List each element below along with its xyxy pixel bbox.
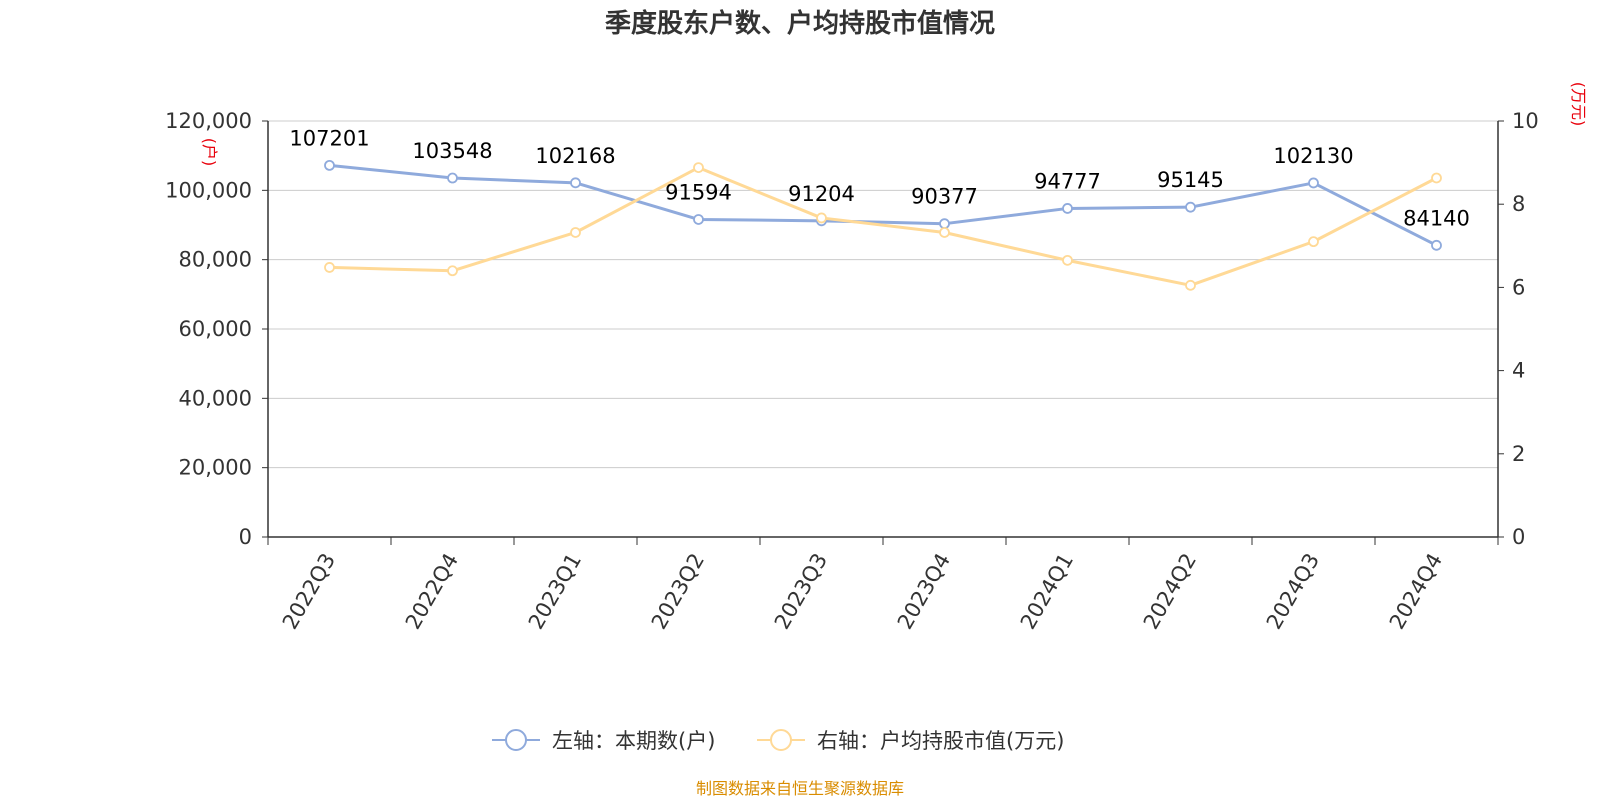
legend-marker-left — [505, 729, 527, 751]
data-label: 102130 — [1273, 144, 1353, 168]
series-line-left — [329, 163, 1438, 247]
data-label: 84140 — [1403, 206, 1470, 230]
series-point-right[interactable] — [570, 227, 581, 238]
right-axis-tick-label: 2 — [1512, 442, 1525, 466]
series-point-left[interactable] — [693, 214, 704, 225]
legend-marker-right — [770, 729, 792, 751]
chart-title: 季度股东户数、户均持股市值情况 — [605, 8, 995, 39]
data-label: 102168 — [535, 144, 615, 168]
x-axis-category-label: 2022Q4 — [401, 549, 463, 633]
series-point-right[interactable] — [693, 162, 704, 173]
data-label: 103548 — [412, 139, 492, 163]
series-point-left[interactable] — [1431, 239, 1442, 251]
series-point-right[interactable] — [939, 227, 950, 238]
x-axis-category-label: 2023Q4 — [893, 549, 955, 633]
series-point-left[interactable] — [939, 218, 950, 230]
data-label: 90377 — [911, 185, 978, 209]
data-label: 107201 — [289, 126, 369, 150]
left-axis-tick-label: 100,000 — [165, 178, 252, 202]
x-axis-category-label: 2023Q1 — [524, 549, 586, 633]
right-axis-tick-label: 8 — [1512, 192, 1525, 216]
series-point-right[interactable] — [1062, 254, 1073, 266]
left-axis-tick-label: 60,000 — [179, 317, 252, 341]
right-axis-tick-label: 0 — [1512, 525, 1525, 549]
legend[interactable]: 左轴：本期数(户) 右轴：户均持股市值(万元) — [492, 729, 1064, 753]
data-source-note: 制图数据来自恒生聚源数据库 — [696, 779, 904, 798]
data-label: 91594 — [665, 180, 732, 204]
right-axis-tick-label: 10 — [1512, 109, 1539, 133]
x-axis-category-label: 2023Q2 — [647, 549, 709, 633]
series-point-right[interactable] — [447, 265, 458, 277]
legend-label-left: 左轴：本期数(户) — [552, 729, 715, 753]
series-point-left[interactable] — [1062, 203, 1073, 214]
series-point-left[interactable] — [447, 172, 458, 184]
series-point-left[interactable] — [1185, 201, 1196, 213]
x-axis-category-label: 2023Q3 — [770, 549, 832, 633]
series-line-right — [329, 166, 1438, 287]
right-axis-tick-label: 6 — [1512, 275, 1525, 299]
x-axis-category-label: 2022Q3 — [278, 549, 340, 633]
series-point-right[interactable] — [324, 262, 335, 273]
left-axis-tick-label: 40,000 — [179, 386, 252, 410]
x-axis-category-label: 2024Q3 — [1262, 549, 1324, 633]
series-point-right[interactable] — [1308, 236, 1319, 248]
data-label: 94777 — [1034, 169, 1101, 193]
left-axis-tick-label: 120,000 — [165, 109, 252, 133]
series-point-right[interactable] — [1185, 279, 1196, 291]
legend-item-left[interactable]: 左轴：本期数(户) — [492, 729, 715, 753]
grid — [268, 120, 1498, 469]
left-axis-tick-label: 20,000 — [179, 456, 252, 480]
series-point-right[interactable] — [1431, 172, 1442, 184]
data-label: 91204 — [788, 182, 855, 206]
left-axis-unit: (户) — [200, 138, 219, 167]
x-axis-category-label: 2024Q1 — [1016, 549, 1078, 633]
left-axis-tick-label: 80,000 — [179, 248, 252, 272]
right-axis-tick-label: 4 — [1512, 359, 1525, 383]
left-axis-tick-label: 0 — [239, 525, 252, 549]
series-point-right[interactable] — [816, 212, 827, 224]
right-axis-unit: (万元) — [1569, 82, 1588, 127]
x-axis-category-label: 2024Q4 — [1385, 549, 1447, 633]
series-point-left[interactable] — [1308, 177, 1319, 189]
series-point-left[interactable] — [324, 159, 335, 171]
legend-item-right[interactable]: 右轴：户均持股市值(万元) — [757, 729, 1064, 753]
legend-label-right: 右轴：户均持股市值(万元) — [817, 729, 1064, 753]
series-point-left[interactable] — [570, 177, 581, 189]
series-layer: 107201 103548 102168 91594 91204 90377 94777 95… — [289, 126, 1470, 291]
data-label: 95145 — [1157, 168, 1224, 192]
x-axis-category-label: 2024Q2 — [1139, 549, 1201, 633]
